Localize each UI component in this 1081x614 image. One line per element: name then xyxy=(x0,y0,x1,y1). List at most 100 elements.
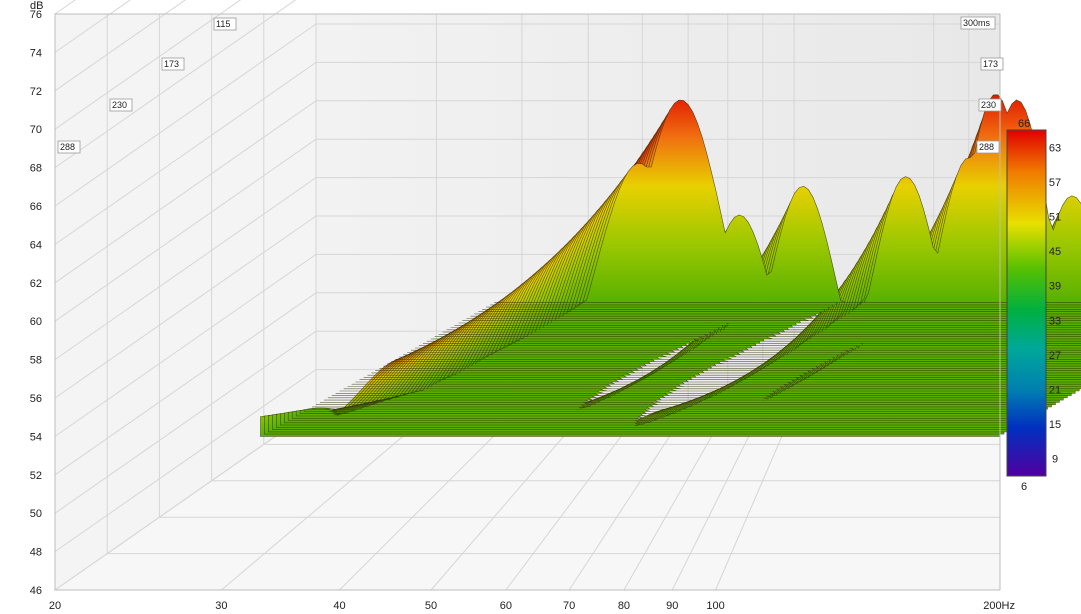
time-label-box xyxy=(213,17,237,31)
level-gridline xyxy=(54,61,317,245)
y-unit-label: dB xyxy=(30,0,43,12)
time-label: 173 xyxy=(161,57,185,71)
colorbar-tick-label: 33 xyxy=(1049,315,1061,327)
x-tick-label: 200Hz xyxy=(983,600,1015,612)
colorbar-gradient xyxy=(1006,129,1047,477)
colorbar-tick-label: 45 xyxy=(1049,246,1061,258)
y-axis-ticks: 46 48 50 52 54 56 58 60 62 64 66 68 70 72 74 76 xyxy=(30,9,42,597)
colorbar-max: 66 xyxy=(1018,118,1030,130)
colorbar-min: 6 xyxy=(1021,481,1027,493)
floor xyxy=(55,408,1000,590)
time-label-text: 173 xyxy=(164,59,179,69)
time-label: 115 xyxy=(213,17,237,31)
time-label-box xyxy=(960,16,996,30)
time-label: 300ms xyxy=(960,16,996,30)
colorbar-tick-label: 15 xyxy=(1049,419,1061,431)
time-label: 230 xyxy=(109,98,133,112)
y-tick-label: 56 xyxy=(30,393,42,405)
left-wall xyxy=(55,14,316,590)
colorbar-tick-label: 27 xyxy=(1049,350,1061,362)
colorbar-tick-label: 9 xyxy=(1052,454,1058,466)
x-tick-label: 40 xyxy=(333,600,345,612)
time-label-box xyxy=(976,140,1000,154)
freq-gridline xyxy=(671,407,764,591)
y-tick-label: 50 xyxy=(30,508,42,520)
time-label-text: 288 xyxy=(979,142,994,152)
freq-gridline xyxy=(568,407,689,591)
y-tick-label: 68 xyxy=(30,163,42,175)
y-tick-label: 54 xyxy=(30,431,42,443)
colorbar-tick-label: 57 xyxy=(1049,177,1061,189)
time-label-text: 173 xyxy=(983,59,998,69)
y-tick-label: 58 xyxy=(30,355,42,367)
y-tick-label: 76 xyxy=(30,9,42,21)
x-tick-label: 90 xyxy=(666,600,678,612)
time-label: 230 xyxy=(978,98,1002,112)
time-label-box xyxy=(109,98,133,112)
y-tick-label: 64 xyxy=(30,239,42,251)
y-tick-label: 62 xyxy=(30,278,42,290)
freq-gridline xyxy=(430,407,589,591)
level-gridline xyxy=(54,0,132,53)
x-tick-label: 50 xyxy=(425,600,437,612)
level-gridline xyxy=(54,330,317,514)
time-label-box xyxy=(978,98,1002,112)
waterfall-slice xyxy=(494,94,1081,303)
time-label-box xyxy=(161,57,185,71)
time-label-box xyxy=(980,57,1004,71)
y-tick-label: 46 xyxy=(30,585,42,597)
freq-gridline xyxy=(339,407,523,591)
level-gridline xyxy=(54,215,317,399)
y-tick-label: 70 xyxy=(30,124,42,136)
level-gridline xyxy=(54,100,317,284)
y-tick-label: 66 xyxy=(30,201,42,213)
time-label-text: 230 xyxy=(981,100,996,110)
colorbar-tick-label: 51 xyxy=(1049,212,1061,224)
colorbar-ticks: 63 57 51 45 39 33 27 21 15 9 xyxy=(1049,142,1061,465)
x-tick-label: 80 xyxy=(618,600,630,612)
level-gridline xyxy=(54,23,317,207)
level-gridline xyxy=(54,177,317,361)
time-label-box xyxy=(57,140,81,154)
waterfall-slices xyxy=(260,94,1081,437)
time-label: 173 xyxy=(980,57,1004,71)
level-gridline xyxy=(54,0,76,15)
y-tick-label: 52 xyxy=(30,470,42,482)
colorbar-tick-label: 39 xyxy=(1049,281,1061,293)
x-tick-label: 60 xyxy=(500,600,512,612)
x-tick-label: 20 xyxy=(49,600,61,612)
freq-gridline xyxy=(715,407,795,591)
x-axis-ticks: 20 30 40 50 60 70 80 90 100 200Hz xyxy=(49,600,1015,612)
level-gridline xyxy=(54,138,317,322)
level-gridline xyxy=(54,369,317,553)
colorbar: 66 6 63 57 51 45 39 33 27 21 15 9 xyxy=(1006,118,1061,493)
freq-gridline xyxy=(505,407,643,591)
time-label: 288 xyxy=(57,140,81,154)
level-gridline xyxy=(54,253,317,437)
freq-gridline xyxy=(54,407,317,591)
time-label-text: 230 xyxy=(112,100,127,110)
level-gridline xyxy=(54,0,297,169)
time-label-text: 288 xyxy=(60,142,75,152)
time-label: 288 xyxy=(976,140,1000,154)
y-tick-label: 74 xyxy=(30,47,42,59)
plot-frame xyxy=(54,13,1001,591)
time-axis-labels: 115 173 230 288 300ms 173 230 288 xyxy=(57,16,1004,154)
x-tick-label: 100 xyxy=(706,600,724,612)
freq-gridline xyxy=(623,407,729,591)
y-tick-label: 60 xyxy=(30,316,42,328)
freq-gridline xyxy=(221,407,437,591)
time-label-text: 115 xyxy=(216,19,230,29)
colorbar-tick-label: 63 xyxy=(1049,142,1061,154)
time-label-text: 300ms xyxy=(963,18,991,28)
x-tick-label: 30 xyxy=(215,600,227,612)
y-tick-label: 72 xyxy=(30,86,42,98)
level-gridline xyxy=(54,292,317,476)
colorbar-tick-label: 21 xyxy=(1049,385,1061,397)
y-tick-label: 48 xyxy=(30,547,42,559)
level-gridline xyxy=(54,0,187,92)
level-gridline xyxy=(54,0,242,130)
x-tick-label: 70 xyxy=(563,600,575,612)
